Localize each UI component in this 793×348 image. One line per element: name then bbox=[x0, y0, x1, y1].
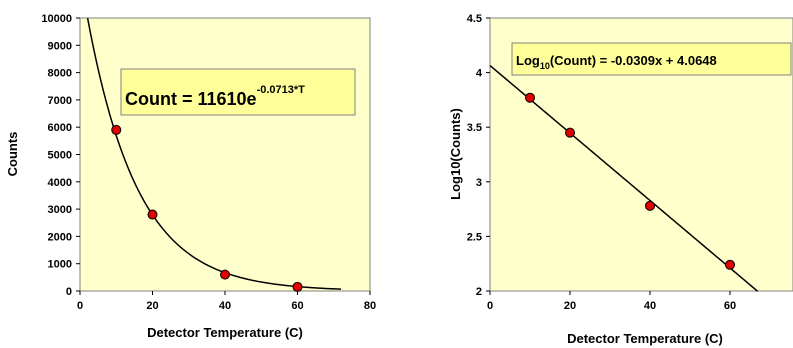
y-tick-labels: 0 1000 2000 3000 4000 5000 6000 7000 8000 9000 100… bbox=[41, 13, 80, 298]
y-tick-label: 4000 bbox=[48, 177, 72, 189]
x-tick-label: 20 bbox=[564, 300, 576, 312]
y-tick-label: 1000 bbox=[48, 259, 72, 271]
data-point bbox=[645, 200, 655, 211]
y-axis-title: Log10(Counts) bbox=[448, 108, 463, 200]
data-point bbox=[220, 269, 230, 280]
x-tick-label: 60 bbox=[724, 300, 736, 312]
y-tick-label: 3 bbox=[476, 177, 482, 189]
y-tick-label: 7000 bbox=[48, 95, 72, 107]
equation-box: Count = 11610e-0.0713*T bbox=[120, 68, 356, 116]
y-tick-label: 2000 bbox=[48, 231, 72, 243]
y-tick-labels: 2 2.5 3 3.5 4 4.5 bbox=[467, 13, 490, 298]
equation-base: Count = 11610e bbox=[125, 89, 257, 109]
equation-exponent: -0.0713*T bbox=[257, 84, 306, 96]
y-tick-label: 3.5 bbox=[467, 122, 482, 134]
svg-text:Log10(Count) = -0.0309x + 4.06: Log10(Count) = -0.0309x + 4.0648 bbox=[516, 53, 717, 71]
y-tick-label: 5000 bbox=[48, 150, 72, 162]
y-tick-label: 9000 bbox=[48, 40, 72, 52]
exponential-chart: 0 1000 2000 3000 4000 5000 6000 7000 8000 9000 100… bbox=[5, 13, 376, 340]
equation-rest: (Count) = -0.0309x + 4.0648 bbox=[550, 53, 717, 68]
y-tick-label: 3000 bbox=[48, 204, 72, 216]
data-point bbox=[565, 127, 575, 138]
equation-prefix: Log bbox=[516, 53, 540, 68]
y-tick-label: 2.5 bbox=[467, 231, 482, 243]
x-tick-label: 80 bbox=[364, 300, 376, 312]
x-tick-label: 0 bbox=[77, 300, 83, 312]
data-points bbox=[111, 124, 303, 292]
data-point bbox=[725, 259, 735, 270]
equation-box: Log10(Count) = -0.0309x + 4.0648 bbox=[511, 42, 792, 76]
x-tick-label: 60 bbox=[291, 300, 303, 312]
plot-area bbox=[79, 17, 371, 292]
data-point bbox=[525, 92, 535, 103]
data-point bbox=[292, 281, 303, 292]
x-tick-label: 20 bbox=[146, 300, 158, 312]
y-axis-title: Counts bbox=[5, 132, 20, 177]
x-axis-title: Detector Temperature (C) bbox=[147, 325, 303, 340]
equation-subscript: 10 bbox=[540, 61, 550, 71]
y-tick-label: 4.5 bbox=[467, 13, 482, 25]
y-tick-label: 2 bbox=[476, 286, 482, 298]
y-tick-label: 6000 bbox=[48, 122, 72, 134]
y-tick-label: 10000 bbox=[41, 13, 72, 25]
x-tick-labels: 0 20 40 60 80 bbox=[77, 291, 376, 312]
y-tick-label: 4 bbox=[476, 68, 483, 80]
x-tick-label: 40 bbox=[644, 300, 656, 312]
x-tick-label: 40 bbox=[219, 300, 231, 312]
data-point bbox=[111, 124, 122, 135]
x-tick-label: 0 bbox=[487, 300, 493, 312]
y-tick-label: 0 bbox=[66, 286, 72, 298]
linear-trendline bbox=[489, 64, 759, 292]
svg-text:Count = 11610e-0.0713*T: Count = 11610e-0.0713*T bbox=[125, 84, 305, 109]
data-points bbox=[525, 92, 735, 270]
x-axis-title: Detector Temperature (C) bbox=[567, 331, 723, 346]
y-tick-label: 8000 bbox=[48, 68, 72, 80]
data-point bbox=[147, 209, 158, 220]
